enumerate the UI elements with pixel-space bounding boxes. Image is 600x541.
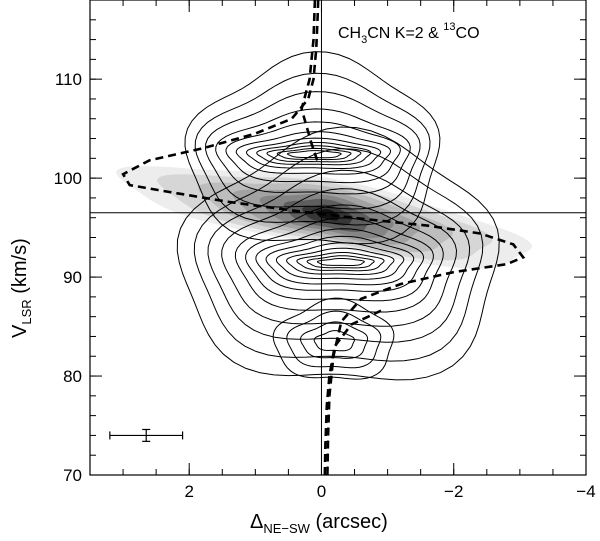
lower-lobe-contour-5 [234,204,444,313]
upper-lobe-contour-1 [184,51,441,245]
secondary-peak-contour-2 [286,310,382,369]
resolution-error-bar [109,428,184,442]
upper-lobe-contour-11 [286,150,342,159]
y-tick-label: 80 [63,367,82,386]
keplerian-curve-inner [300,0,320,164]
upper-lobe-contour-10 [276,147,352,161]
upper-lobe-contour-4 [215,108,411,195]
keplerian-curve-main [121,0,526,475]
x-tick-label: −4 [576,482,595,501]
lower-lobe-contour-10 [286,247,395,276]
y-tick-label: 70 [63,466,82,485]
keplerian-curves [121,0,526,475]
y-axis-title: VLSR (km/s) [9,238,34,338]
x-tick-label: −2 [444,482,463,501]
x-tick-label: 2 [184,482,193,501]
keplerian-curve-branch [323,309,382,475]
lower-lobe-contour-2 [193,148,484,362]
y-tick-label: 90 [63,268,82,287]
secondary-peak-contour-1 [272,297,395,380]
lower-lobe-contour-8 [265,235,415,286]
upper-lobe-contour-5 [225,121,401,184]
lower-lobe-contour-13 [316,258,365,266]
upper-lobe-contour-8 [256,142,372,166]
x-axis-title: ΔNE−SW (arcsec) [250,511,388,536]
lower-lobe-contour-9 [275,242,405,280]
lower-lobe-contour-12 [306,255,375,269]
y-tick-label: 100 [54,169,82,188]
lower-lobe-contour-7 [255,228,425,292]
upper-lobe-contour-6 [235,131,392,175]
axis-ticks [89,0,587,476]
lower-lobe-contour-1 [176,126,500,381]
secondary-peak-contour-3 [299,321,369,359]
species-annotation: CH3CN K=2 & 13CO [338,21,480,46]
tick-labels: 2 0 −2 −4 70 80 90 100 110 [54,70,596,501]
y-tick-label: 110 [55,70,82,89]
upper-lobe-contour-9 [266,145,362,163]
secondary-peak-contour-4 [313,330,355,352]
upper-lobe-contour-7 [245,137,382,169]
lower-lobe-contour-3 [207,169,471,343]
x-tick-label: 0 [317,482,326,501]
lower-lobe-contour-6 [245,217,434,302]
plot-area [90,0,586,475]
upper-lobe-contour-2 [194,72,431,226]
